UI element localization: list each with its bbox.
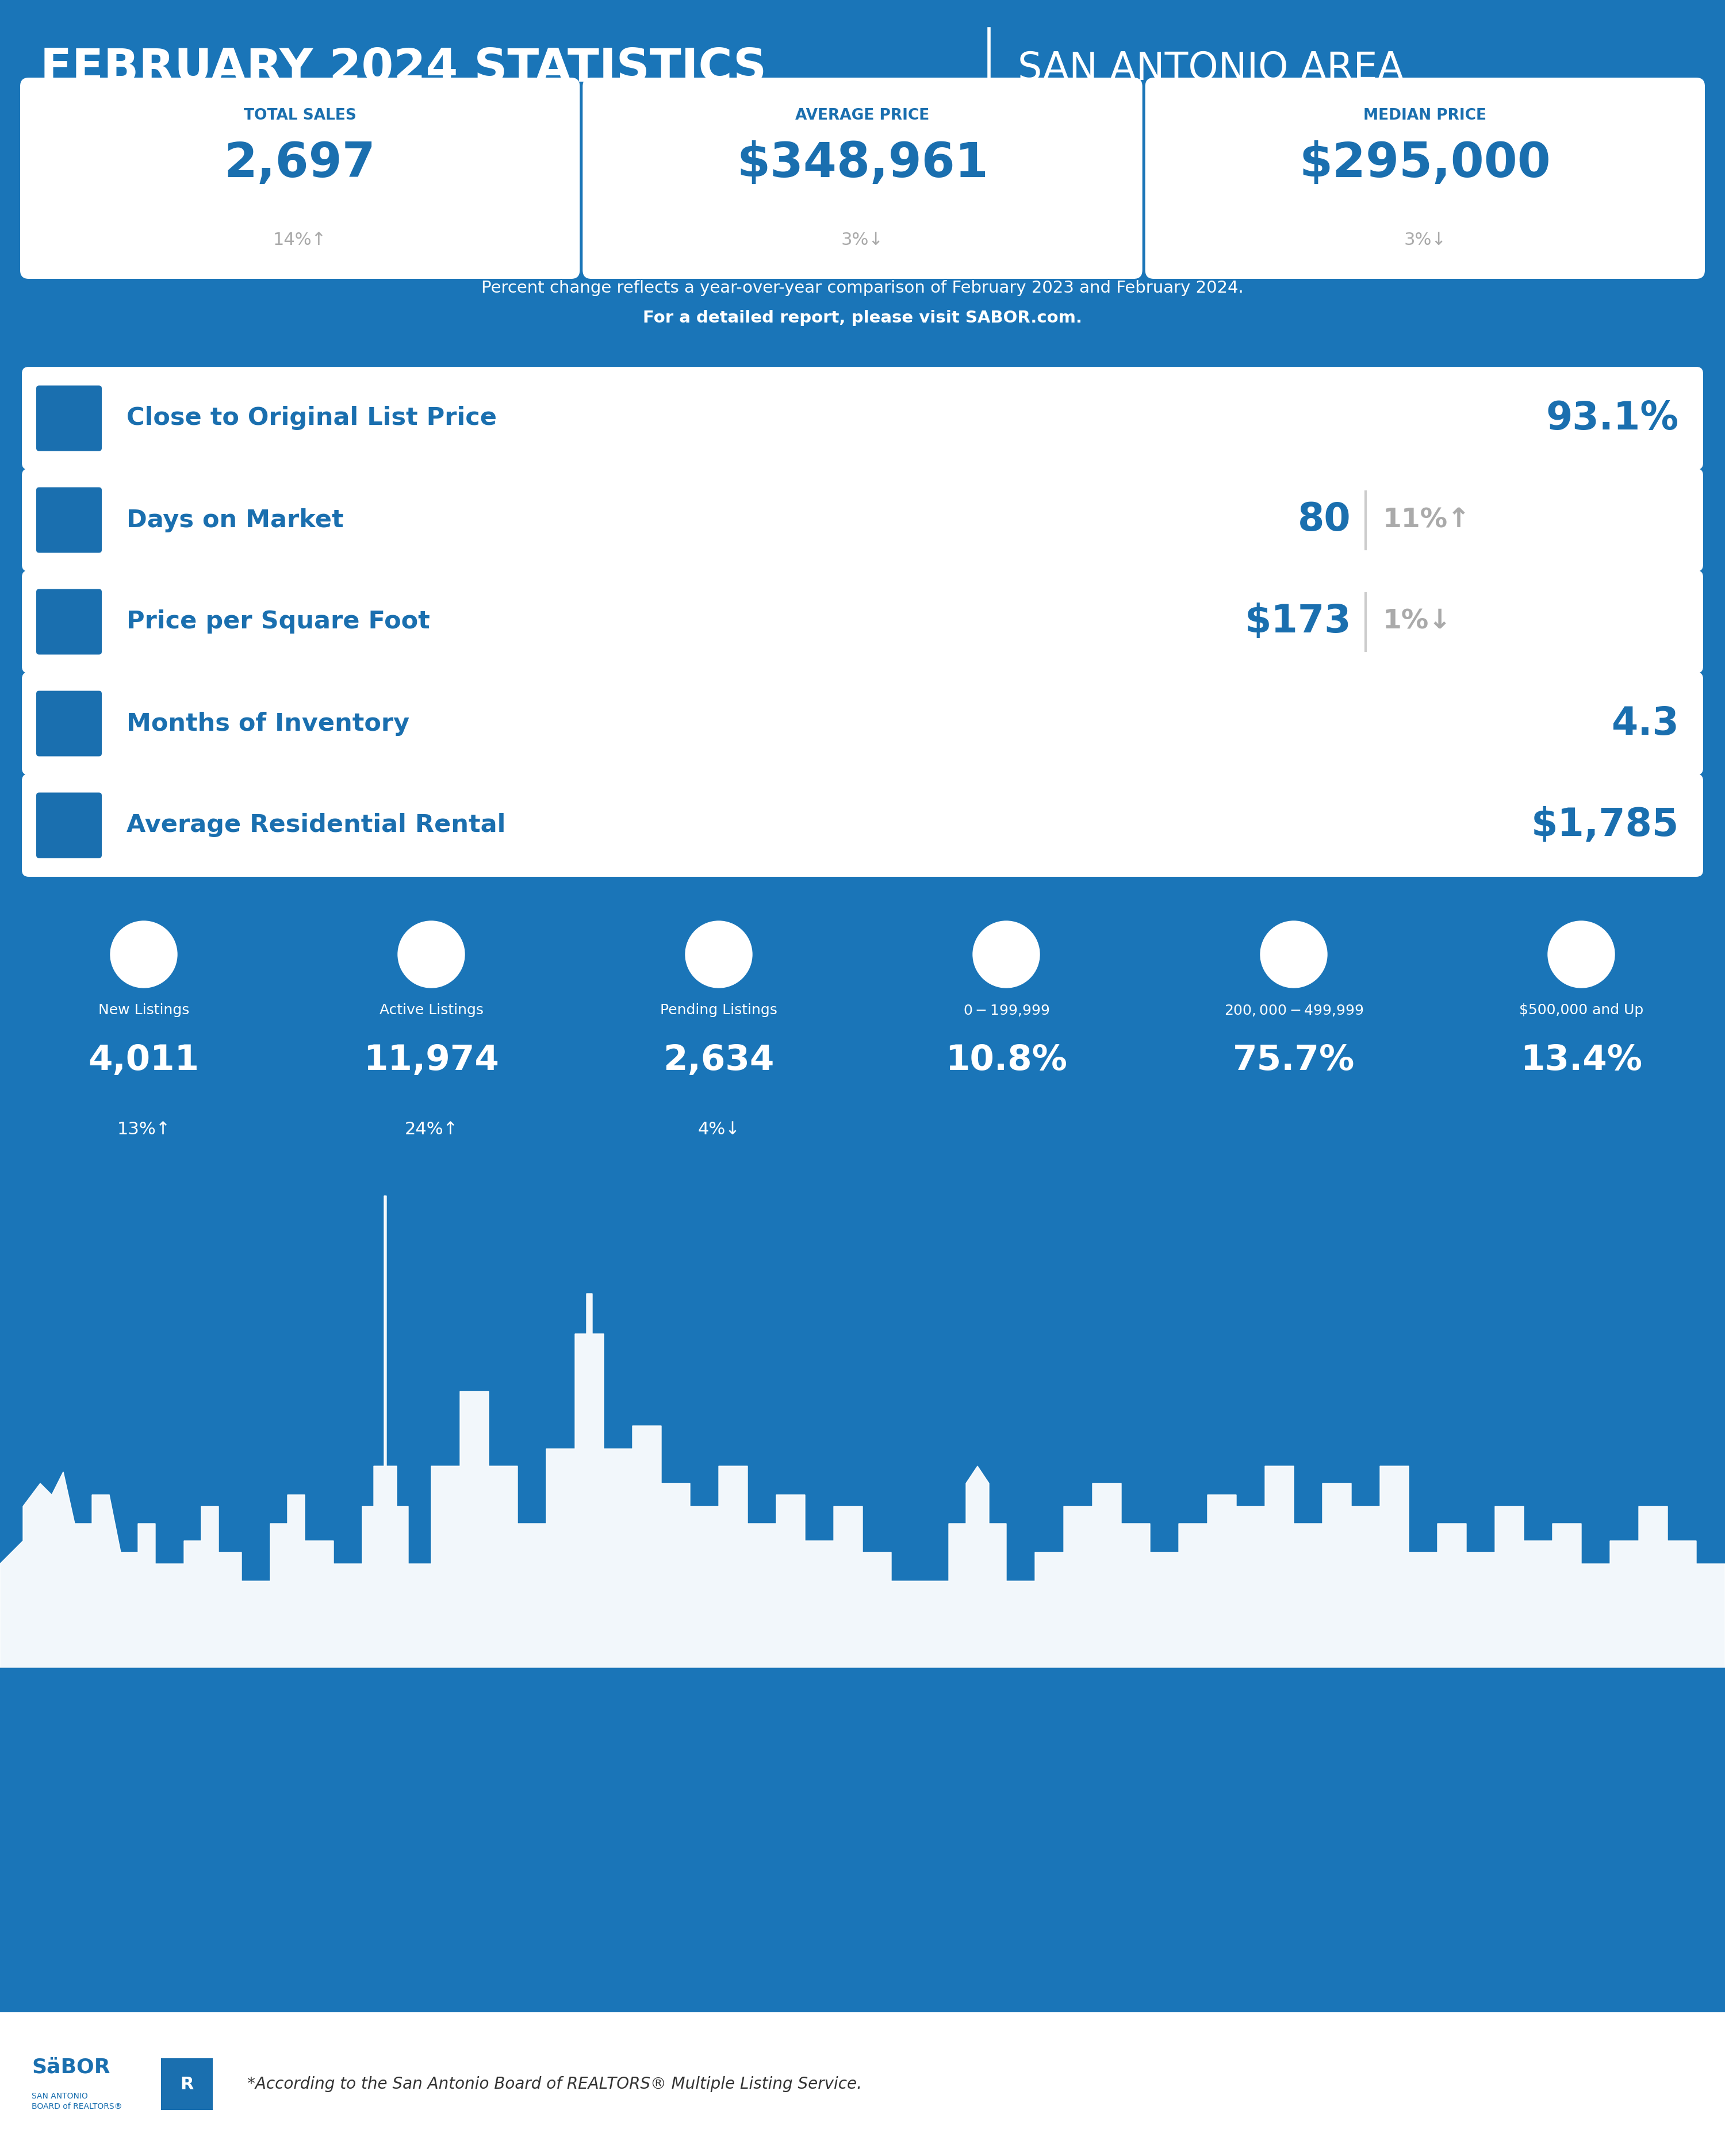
Text: 11%↑: 11%↑ xyxy=(1383,507,1471,533)
Text: 3%↓: 3%↓ xyxy=(1404,231,1446,248)
Text: Months of Inventory: Months of Inventory xyxy=(126,711,409,735)
Circle shape xyxy=(1261,921,1327,987)
FancyBboxPatch shape xyxy=(22,774,1703,877)
Circle shape xyxy=(685,921,752,987)
Circle shape xyxy=(398,921,464,987)
Text: SAN ANTONIO AREA: SAN ANTONIO AREA xyxy=(1018,50,1404,88)
Text: FEBRUARY 2024 STATISTICS: FEBRUARY 2024 STATISTICS xyxy=(40,47,766,91)
FancyBboxPatch shape xyxy=(583,78,1142,278)
Text: $173: $173 xyxy=(1245,604,1351,640)
Text: $200,000 - $499,999: $200,000 - $499,999 xyxy=(1225,1003,1363,1018)
Text: $0 - $199,999: $0 - $199,999 xyxy=(963,1003,1049,1018)
Text: 4,011: 4,011 xyxy=(88,1044,200,1078)
Text: Active Listings: Active Listings xyxy=(379,1003,483,1018)
Text: *According to the San Antonio Board of REALTORS® Multiple Listing Service.: *According to the San Antonio Board of R… xyxy=(247,2076,862,2091)
FancyBboxPatch shape xyxy=(36,793,102,858)
Circle shape xyxy=(973,921,1040,987)
Text: 14%↑: 14%↑ xyxy=(273,231,326,248)
Text: MEDIAN PRICE: MEDIAN PRICE xyxy=(1363,108,1487,123)
Text: $1,785: $1,785 xyxy=(1532,806,1678,845)
Text: $348,961: $348,961 xyxy=(737,140,988,188)
Text: AVERAGE PRICE: AVERAGE PRICE xyxy=(795,108,930,123)
Text: 13.4%: 13.4% xyxy=(1520,1044,1642,1078)
Text: R: R xyxy=(179,2076,193,2093)
Circle shape xyxy=(1547,921,1615,987)
Text: Percent change reflects a year-over-year comparison of February 2023 and Februar: Percent change reflects a year-over-year… xyxy=(481,280,1244,295)
Text: 10.8%: 10.8% xyxy=(945,1044,1068,1078)
Text: $295,000: $295,000 xyxy=(1299,140,1551,188)
Text: 4.3: 4.3 xyxy=(1611,705,1678,742)
Text: 11,974: 11,974 xyxy=(364,1044,499,1078)
FancyBboxPatch shape xyxy=(1145,78,1704,278)
Circle shape xyxy=(110,921,178,987)
Text: 2,634: 2,634 xyxy=(662,1044,775,1078)
Text: Average Residential Rental: Average Residential Rental xyxy=(126,813,505,837)
FancyBboxPatch shape xyxy=(22,571,1703,673)
FancyBboxPatch shape xyxy=(36,487,102,552)
FancyBboxPatch shape xyxy=(36,589,102,655)
Text: SäBOR: SäBOR xyxy=(31,2057,110,2076)
Text: 13%↑: 13%↑ xyxy=(117,1121,171,1138)
FancyBboxPatch shape xyxy=(22,367,1703,470)
Polygon shape xyxy=(0,1197,1725,1667)
FancyBboxPatch shape xyxy=(36,690,102,757)
Text: For a detailed report, please visit SABOR.com.: For a detailed report, please visit SABO… xyxy=(643,310,1082,326)
FancyBboxPatch shape xyxy=(160,2059,212,2111)
Text: Price per Square Foot: Price per Square Foot xyxy=(126,610,430,634)
Text: 4%↓: 4%↓ xyxy=(697,1121,740,1138)
FancyBboxPatch shape xyxy=(21,78,580,278)
Text: TOTAL SALES: TOTAL SALES xyxy=(243,108,357,123)
Text: New Listings: New Listings xyxy=(98,1003,190,1018)
FancyBboxPatch shape xyxy=(0,2012,1725,2156)
FancyBboxPatch shape xyxy=(36,386,102,451)
FancyBboxPatch shape xyxy=(22,673,1703,774)
Text: 93.1%: 93.1% xyxy=(1546,399,1678,438)
Text: 80: 80 xyxy=(1297,500,1351,539)
Text: 3%↓: 3%↓ xyxy=(842,231,883,248)
Text: 75.7%: 75.7% xyxy=(1233,1044,1354,1078)
Text: SAN ANTONIO
BOARD of REALTORS®: SAN ANTONIO BOARD of REALTORS® xyxy=(31,2091,122,2111)
Text: $500,000 and Up: $500,000 and Up xyxy=(1520,1003,1644,1018)
Text: Days on Market: Days on Market xyxy=(126,509,343,533)
Text: Close to Original List Price: Close to Original List Price xyxy=(126,405,497,431)
Text: Pending Listings: Pending Listings xyxy=(661,1003,778,1018)
FancyBboxPatch shape xyxy=(22,468,1703,571)
Text: 1%↓: 1%↓ xyxy=(1383,608,1452,634)
Text: 24%↑: 24%↑ xyxy=(404,1121,459,1138)
Text: 2,697: 2,697 xyxy=(224,140,376,188)
